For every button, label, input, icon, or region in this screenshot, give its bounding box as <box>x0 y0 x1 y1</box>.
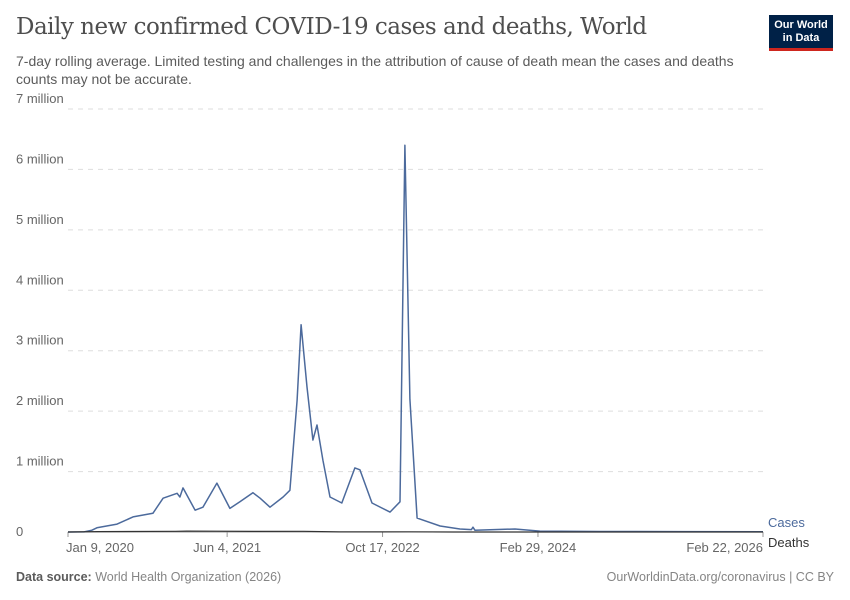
y-tick-label: 2 million <box>16 393 64 408</box>
series-line-cases <box>67 144 764 533</box>
chart-title: Daily new confirmed COVID-19 cases and d… <box>16 14 647 40</box>
y-tick-label: 5 million <box>16 212 64 227</box>
logo-text: Our World in Data <box>774 19 828 44</box>
y-tick-label: 6 million <box>16 151 64 166</box>
owid-logo[interactable]: Our World in Data <box>769 15 833 51</box>
x-tick-label: Feb 29, 2024 <box>500 540 577 555</box>
x-tick-label: Feb 22, 2026 <box>686 540 763 555</box>
legend-label-deaths: Deaths <box>768 535 810 550</box>
y-tick-label: 3 million <box>16 333 64 348</box>
chart-subtitle: 7-day rolling average. Limited testing a… <box>16 53 734 87</box>
source-label: Data source: <box>16 570 92 584</box>
y-tick-label: 1 million <box>16 454 64 469</box>
x-tick-label: Oct 17, 2022 <box>345 540 419 555</box>
source-link[interactable]: OurWorldinData.org/coronavirus | CC BY <box>606 570 834 584</box>
series-line-deaths <box>67 530 763 533</box>
source-text: World Health Organization (2026) <box>95 570 282 584</box>
y-tick-label: 0 <box>16 524 23 539</box>
legend-label-cases: Cases <box>768 515 805 530</box>
x-tick-label: Jun 4, 2021 <box>193 540 261 555</box>
data-source: Data source: World Health Organization (… <box>16 570 281 584</box>
y-tick-label: 7 million <box>16 91 64 106</box>
y-tick-label: 4 million <box>16 272 64 287</box>
x-tick-label: Jan 9, 2020 <box>66 540 134 555</box>
